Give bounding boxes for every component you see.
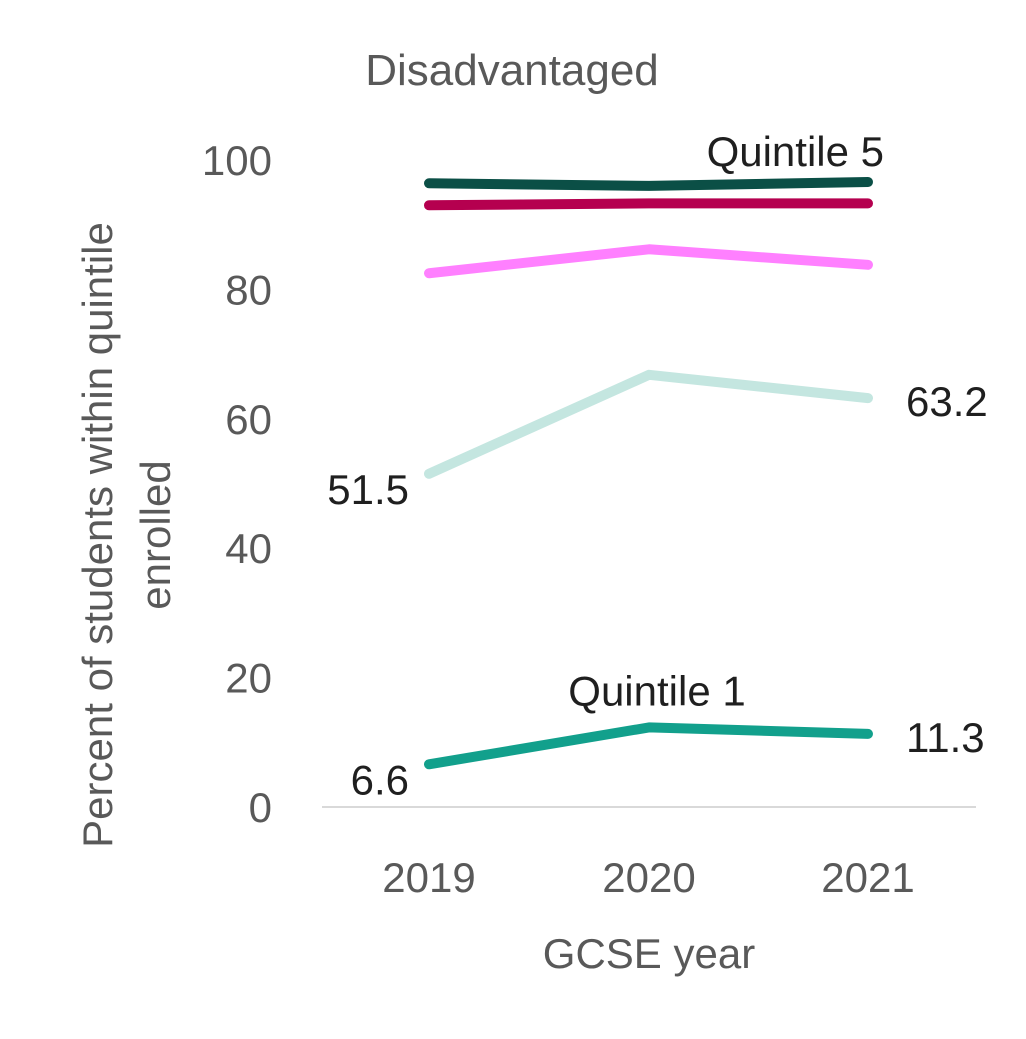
x-tick-label: 2021 (821, 854, 914, 901)
series-lines (424, 176, 873, 770)
y-tick-label: 80 (225, 266, 272, 313)
annotations: Quintile 5 Quintile 1 51.5 63.2 6.6 11.3 (327, 128, 988, 803)
y-tick-label: 20 (225, 655, 272, 702)
y-tick-label: 40 (225, 525, 272, 572)
x-tick-label: 2020 (602, 854, 695, 901)
series-line-4 (424, 369, 873, 479)
data-label: Quintile 5 (707, 128, 884, 175)
y-tick-label: 100 (202, 137, 272, 184)
data-label: 63.2 (906, 378, 988, 425)
y-axis-ticks: 0 20 40 60 80 100 (202, 137, 272, 831)
series-line-3 (424, 244, 873, 279)
y-axis-label: Percent of students within quintile enro… (74, 222, 179, 848)
y-axis-label-line2: enrolled (132, 460, 179, 609)
series-line-1 (424, 176, 873, 191)
data-label: 51.5 (327, 466, 409, 513)
series-line-2 (424, 198, 873, 211)
chart-title: Disadvantaged (365, 46, 659, 95)
x-axis-ticks: 2019 2020 2021 (382, 854, 914, 901)
y-axis-label-line1: Percent of students within quintile (74, 222, 121, 848)
y-tick-label: 0 (249, 784, 272, 831)
y-tick-label: 60 (225, 396, 272, 443)
data-label: Quintile 1 (568, 667, 745, 714)
x-axis-label: GCSE year (543, 930, 755, 977)
data-label: 6.6 (351, 756, 409, 803)
x-tick-label: 2019 (382, 854, 475, 901)
series-line-5 (424, 722, 873, 770)
data-label: 11.3 (906, 714, 985, 761)
